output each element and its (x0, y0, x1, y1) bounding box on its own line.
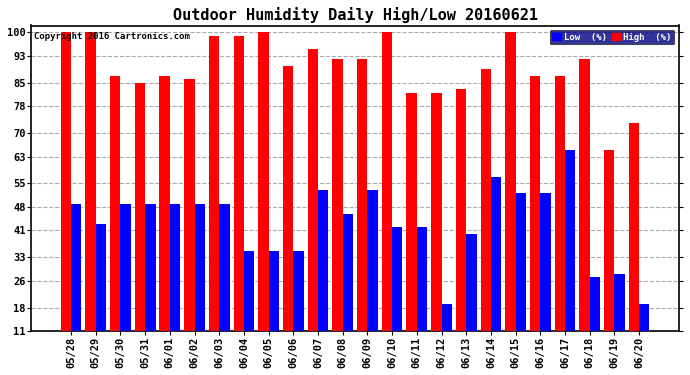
Bar (209, 36, 219, 368)
Bar (170, 204, 180, 368)
Bar (629, 123, 639, 368)
Bar (515, 194, 526, 368)
Bar (480, 69, 491, 368)
Bar (233, 36, 244, 368)
Bar (61, 32, 71, 368)
Bar (357, 59, 367, 368)
Bar (318, 190, 328, 368)
Bar (530, 76, 540, 368)
Bar (417, 227, 427, 368)
Bar (145, 204, 155, 368)
Bar (333, 59, 343, 368)
Bar (283, 66, 293, 368)
Bar (308, 49, 318, 368)
Bar (135, 82, 145, 368)
Bar (110, 76, 121, 368)
Bar (466, 234, 477, 368)
Bar (442, 304, 452, 368)
Legend: Low  (%), High  (%): Low (%), High (%) (550, 30, 674, 44)
Bar (343, 214, 353, 368)
Title: Outdoor Humidity Daily High/Low 20160621: Outdoor Humidity Daily High/Low 20160621 (172, 7, 538, 23)
Bar (159, 76, 170, 368)
Bar (580, 59, 590, 368)
Bar (505, 32, 515, 368)
Bar (540, 194, 551, 368)
Bar (268, 251, 279, 368)
Bar (590, 278, 600, 368)
Text: Copyright 2016 Cartronics.com: Copyright 2016 Cartronics.com (34, 32, 190, 40)
Bar (219, 204, 230, 368)
Bar (382, 32, 392, 368)
Bar (258, 32, 268, 368)
Bar (195, 204, 205, 368)
Bar (96, 224, 106, 368)
Bar (244, 251, 255, 368)
Bar (456, 89, 466, 368)
Bar (614, 274, 624, 368)
Bar (392, 227, 402, 368)
Bar (604, 150, 614, 368)
Bar (86, 32, 96, 368)
Bar (406, 93, 417, 368)
Bar (431, 93, 442, 368)
Bar (565, 150, 575, 368)
Bar (184, 79, 195, 368)
Bar (121, 204, 131, 368)
Bar (71, 204, 81, 368)
Bar (293, 251, 304, 368)
Bar (555, 76, 565, 368)
Bar (491, 177, 501, 368)
Bar (639, 304, 649, 368)
Bar (367, 190, 378, 368)
